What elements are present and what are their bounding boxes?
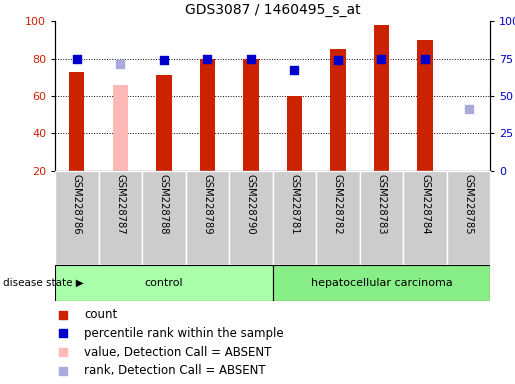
Point (290, 67, 299, 73)
Bar (359, 171, 403, 265)
Point (334, 57, 342, 63)
Text: GSM228784: GSM228784 (420, 174, 430, 234)
Text: value, Detection Call = ABSENT: value, Detection Call = ABSENT (84, 346, 271, 359)
Point (59, 349, 67, 355)
Point (59, 330, 67, 336)
Bar (69, 72, 84, 171)
Text: disease state ▶: disease state ▶ (3, 278, 83, 288)
Text: GSM228781: GSM228781 (289, 174, 299, 234)
Bar (243, 59, 259, 171)
Bar (461, 171, 476, 205)
Point (465, 106, 473, 112)
Text: GSM228783: GSM228783 (376, 174, 386, 234)
Text: GSM228787: GSM228787 (115, 174, 125, 234)
Text: GSM228789: GSM228789 (202, 174, 212, 234)
Text: hepatocellular carcinoma: hepatocellular carcinoma (311, 278, 452, 288)
Bar (55, 265, 273, 301)
Point (59, 311, 67, 318)
Title: GDS3087 / 1460495_s_at: GDS3087 / 1460495_s_at (185, 3, 360, 17)
Bar (99, 171, 142, 265)
Bar (330, 49, 346, 171)
Bar (185, 171, 229, 265)
Text: rank, Detection Call = ABSENT: rank, Detection Call = ABSENT (84, 364, 266, 377)
Bar (287, 96, 302, 171)
Bar (229, 171, 273, 265)
Bar (113, 85, 128, 171)
Text: GSM228786: GSM228786 (72, 174, 82, 234)
Bar (156, 75, 171, 171)
Bar (273, 265, 490, 301)
Bar (200, 59, 215, 171)
Bar (403, 171, 447, 265)
Bar (316, 171, 359, 265)
Text: GSM228782: GSM228782 (333, 174, 343, 234)
Bar (142, 171, 185, 265)
Point (421, 56, 429, 62)
Text: percentile rank within the sample: percentile rank within the sample (84, 327, 284, 340)
Point (59, 368, 67, 374)
Bar (374, 25, 389, 171)
Point (377, 56, 386, 62)
Text: GSM228790: GSM228790 (246, 174, 256, 234)
Text: GSM228785: GSM228785 (464, 174, 473, 234)
Text: control: control (145, 278, 183, 288)
Point (160, 57, 168, 63)
Point (247, 56, 255, 62)
Bar (273, 171, 316, 265)
Point (203, 56, 212, 62)
Bar (55, 171, 99, 265)
Point (116, 61, 125, 67)
Point (73, 56, 81, 62)
Bar (447, 171, 490, 265)
Bar (417, 40, 433, 171)
Text: count: count (84, 308, 117, 321)
Text: GSM228788: GSM228788 (159, 174, 169, 234)
